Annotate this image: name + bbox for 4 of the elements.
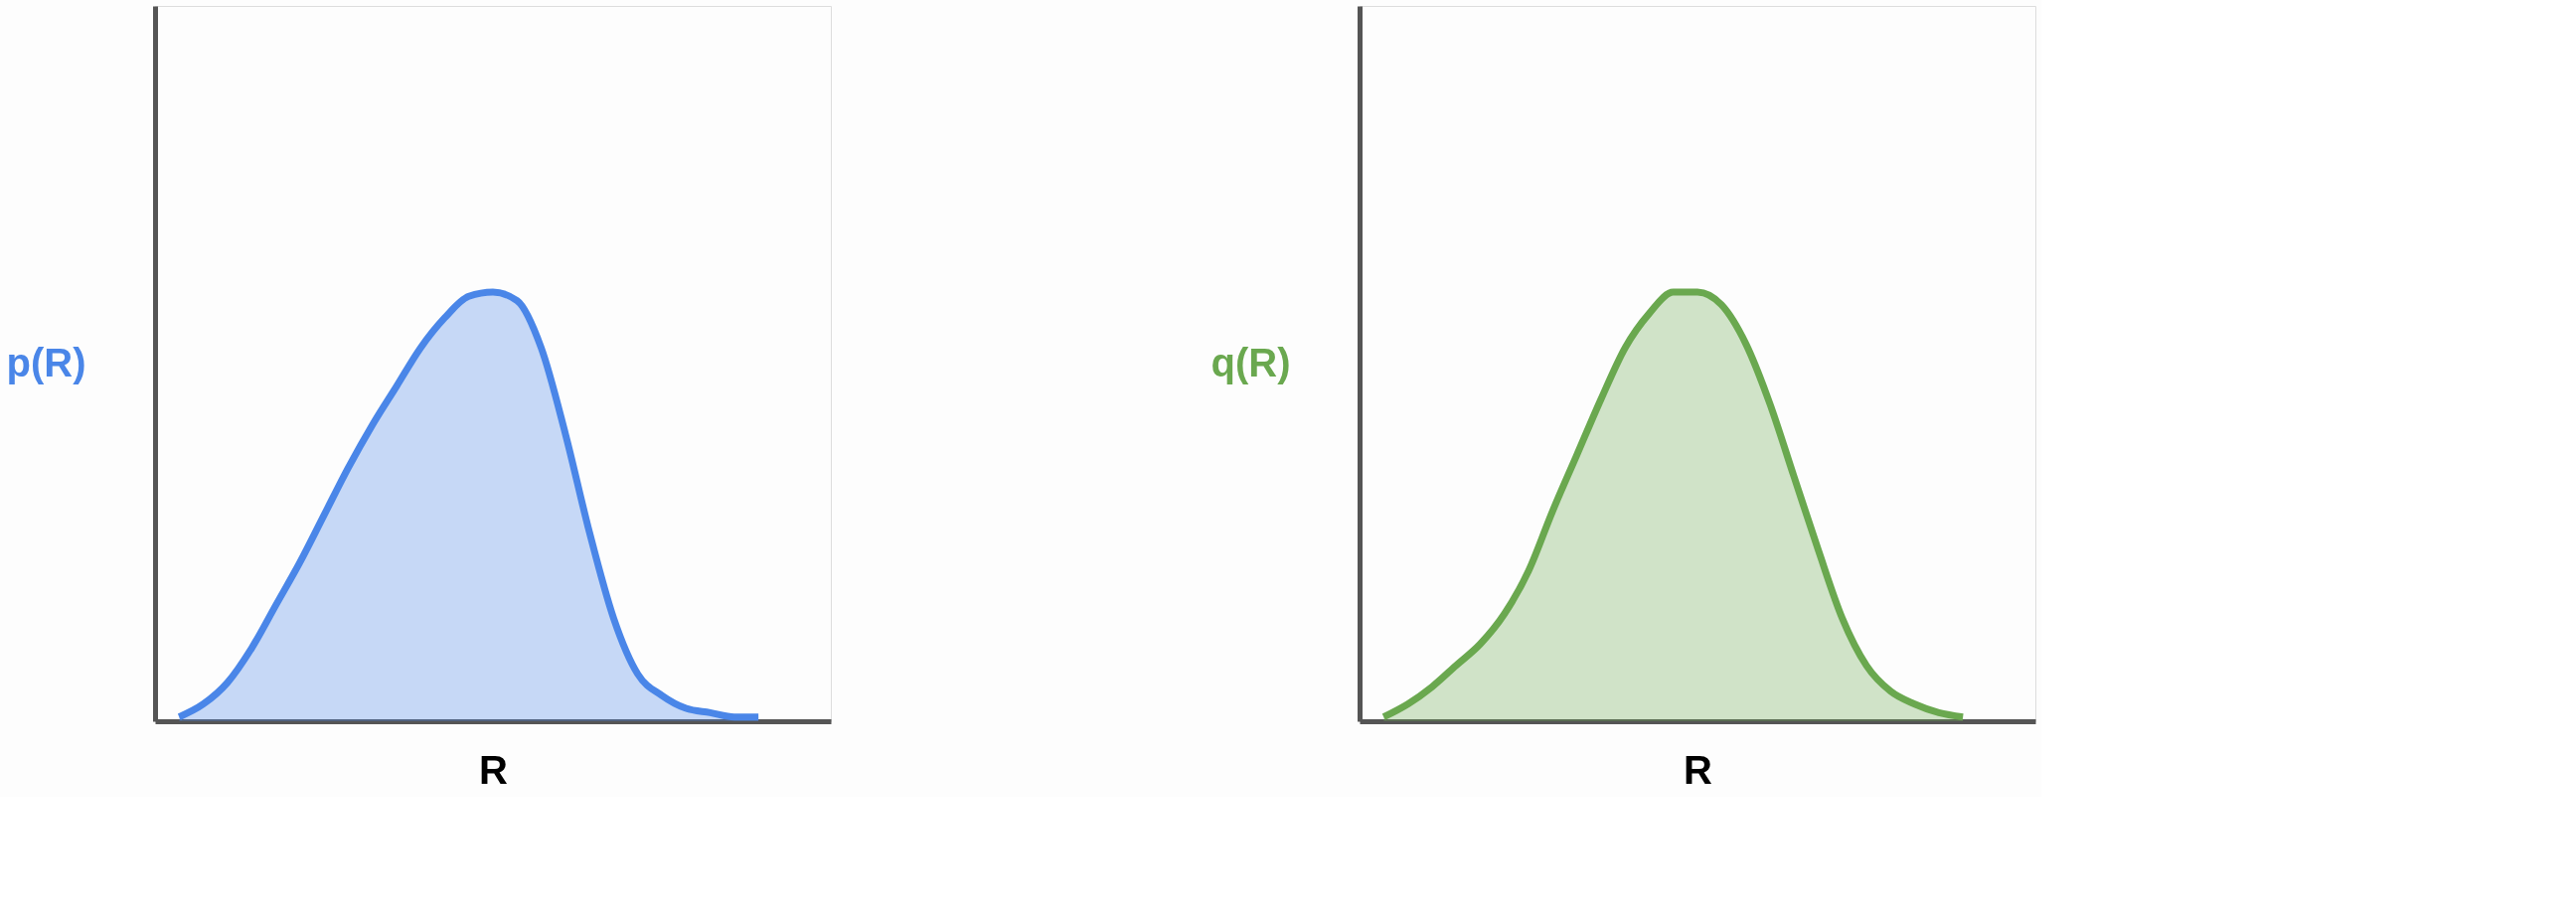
y-axis-title: p(R)	[6, 340, 86, 384]
y-axis-title: q(R)	[1210, 340, 1291, 384]
x-axis-title: R	[479, 747, 509, 792]
x-axis-title: R	[1684, 747, 1713, 792]
